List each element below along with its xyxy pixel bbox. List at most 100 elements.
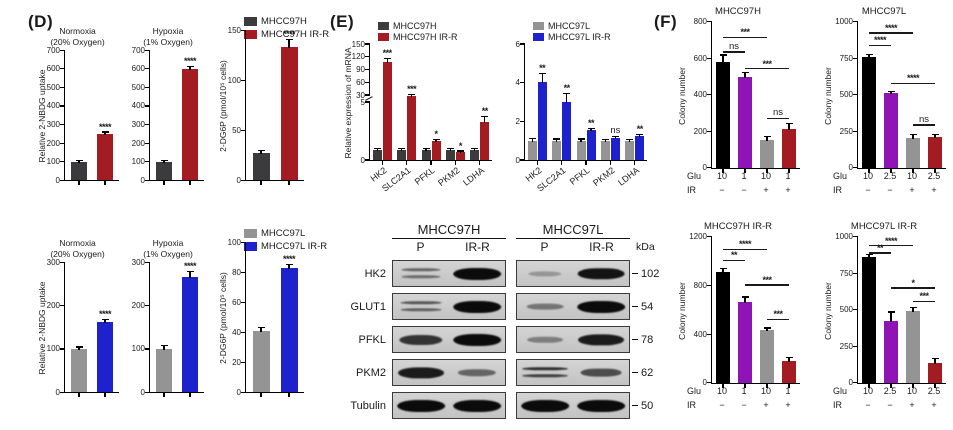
x-condition-value: + xyxy=(763,399,769,410)
y-tick-label: 30 xyxy=(356,90,365,100)
y-tick-mark xyxy=(241,331,246,333)
y-axis-label: Relative 2-NBDG uptake xyxy=(36,263,47,393)
legend-item: MHCC97L IR-R xyxy=(244,241,327,252)
error-bar-cap xyxy=(763,327,771,329)
y-tick-label: 2 xyxy=(515,116,520,126)
plot-area: 0 20 40 60 80 100 **** xyxy=(228,238,304,398)
y-tick-label: 750 xyxy=(839,53,853,63)
protein-band xyxy=(527,336,563,343)
chart-f-mhcc97h-irr: MHCC97H IR-R Colony number 0 400 800 1200 ** **… xyxy=(676,221,800,412)
plot-wrap: 0 400 800 1200 ** **** *** *** Glu 10 1 10 1 IR − − + + xyxy=(687,232,800,412)
legend-label: MHCC97L IR-R xyxy=(548,32,611,42)
bar-series0 xyxy=(71,161,87,181)
bar-slc2a1 xyxy=(562,102,572,160)
x-tick-mark xyxy=(288,181,290,186)
y-tick-mark xyxy=(241,241,246,243)
x-category-label: PKM2 xyxy=(590,165,617,189)
error-bar-cap xyxy=(528,137,536,139)
bar-hk2 xyxy=(372,149,382,160)
y-axis-label-text: Colony number xyxy=(822,67,833,125)
blot-protein-label: HK2 xyxy=(364,267,386,280)
y-tick-mark xyxy=(520,82,525,84)
error-bar-cap xyxy=(909,307,917,309)
y-tick-mark xyxy=(145,123,150,126)
legend-swatch xyxy=(378,33,389,41)
x-condition-row: Glu 10 2.5 10 2.5 xyxy=(833,384,945,398)
legend-item: MHCC97H xyxy=(244,16,329,27)
x-category-label: LDHA xyxy=(615,165,641,188)
error-bar-cap xyxy=(553,138,561,140)
plot-area: 0 100 200 300 **** xyxy=(132,258,204,398)
y-tick-label: 0 xyxy=(702,378,707,388)
x-tick-mark xyxy=(766,168,768,173)
blot-row: GLUT1 54 xyxy=(338,293,676,320)
y-tick-mark xyxy=(853,345,858,347)
bar-series0 xyxy=(782,128,796,168)
x-tick-mark xyxy=(788,383,790,388)
error-bar-cap xyxy=(577,138,585,140)
panel-d: (D) MHCC97H MHCC97H IR-R Normoxia (20% Ox… xyxy=(6,2,332,428)
bar-series0 xyxy=(782,360,796,383)
error-bar-cap xyxy=(285,263,293,265)
blot-membrane xyxy=(392,359,506,386)
significance-label: **** xyxy=(906,73,920,84)
bar-series0 xyxy=(156,161,172,181)
error-bar-stem xyxy=(890,92,892,95)
blot-membrane xyxy=(516,326,630,353)
y-tick-mark xyxy=(145,49,150,51)
y-tick-label: 150 xyxy=(351,39,365,49)
x-condition-value: − xyxy=(865,184,871,195)
chart-d-2dg6p-l: 2-DG6P (pmol/10⁵ cells) 0 20 40 60 80 100 **** xyxy=(217,238,304,399)
x-axis-area: Glu 10 2.5 10 2.5 IR − − + + xyxy=(833,384,945,412)
y-tick-label: 400 xyxy=(693,90,707,100)
x-condition-value: + xyxy=(931,399,937,410)
error-bar-cap xyxy=(373,147,381,149)
error-bar-cap xyxy=(257,326,265,328)
legend-swatch xyxy=(244,17,257,26)
x-condition-value: 1 xyxy=(741,170,747,181)
blot-lane xyxy=(393,393,449,418)
y-tick-mark xyxy=(145,86,150,88)
significance-label: ** xyxy=(539,63,546,74)
x-tick-mark xyxy=(189,393,191,398)
error-bar-cap xyxy=(909,133,917,136)
protein-band xyxy=(400,307,442,312)
protein-band xyxy=(453,267,501,280)
chart-f-mhcc97l-irr: MHCC97L IR-R Colony number 0 250 500 750 1000 *… xyxy=(822,221,946,412)
chart-title: MHCC97L IR-R xyxy=(850,220,918,232)
error-bar-stem xyxy=(868,255,870,259)
x-tick-mark xyxy=(585,161,587,165)
y-tick-label: 800 xyxy=(693,280,707,290)
plot-area: 0 5 30 60 90 120 150 *** *** * * ** MHCC97H MHCC97H I… xyxy=(352,21,492,165)
legend-label: MHCC97H xyxy=(261,16,307,27)
blot-membrane xyxy=(516,359,630,386)
legend-swatch xyxy=(533,33,544,41)
legend-item: MHCC97L xyxy=(244,228,327,239)
x-condition-row: IR − − + + xyxy=(833,398,945,412)
bar-series1 xyxy=(97,322,113,393)
y-tick-label: 20 xyxy=(232,357,241,367)
glucose-uptake-charts-mhcc97h: Normoxia (20% Oxygen) Relative 2-NBDG upt… xyxy=(36,26,304,187)
x-category-label: PFKL xyxy=(568,165,593,187)
x-tick-mark xyxy=(288,393,290,398)
blot-lane xyxy=(517,360,573,385)
x-tick-mark xyxy=(78,181,80,186)
x-tick-mark xyxy=(561,161,563,165)
error-bar-stem xyxy=(934,359,936,365)
bar-series0 xyxy=(738,301,752,383)
y-tick-mark xyxy=(853,167,858,169)
y-tick-mark xyxy=(853,57,858,59)
x-condition-name: IR xyxy=(833,184,842,195)
x-condition-value: 2.5 xyxy=(883,170,897,181)
y-tick-label: 60 xyxy=(356,77,365,87)
blot-membrane xyxy=(392,326,506,353)
x-condition-name: IR xyxy=(833,399,842,410)
y-tick-label: 0 xyxy=(140,387,145,397)
y-tick-label: 1000 xyxy=(835,232,853,242)
chart-title: MHCC97H IR-R xyxy=(703,220,773,232)
bar-series1 xyxy=(280,267,298,393)
legend-label: MHCC97H IR-R xyxy=(393,32,458,42)
y-tick-label: 0 xyxy=(702,163,707,173)
x-tick-mark xyxy=(788,168,790,173)
blot-lane xyxy=(573,261,629,286)
